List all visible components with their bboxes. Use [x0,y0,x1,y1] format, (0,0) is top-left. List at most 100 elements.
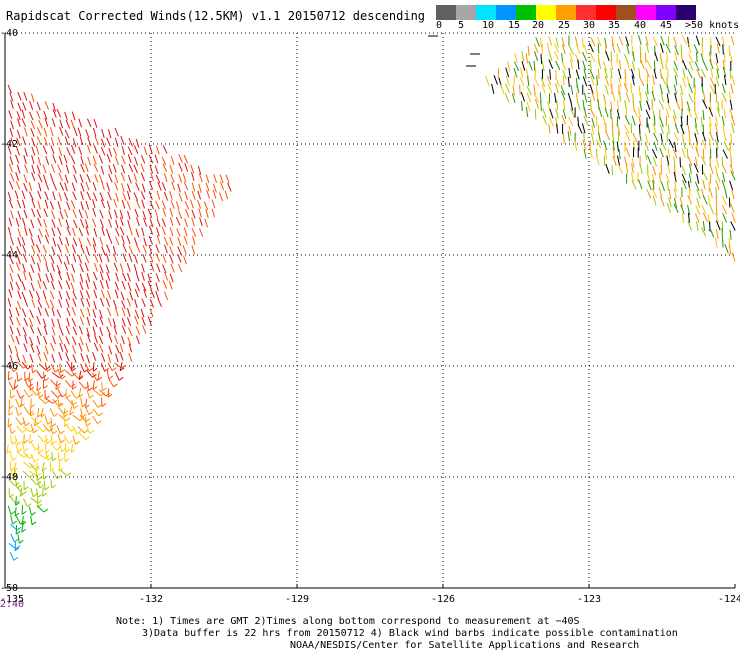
wind-barb [52,336,55,345]
wind-barb [9,345,12,354]
wind-barb [627,163,628,173]
wind-barb [667,84,669,94]
wind-barb [95,136,98,144]
wind-barb [53,191,56,200]
wind-barb [39,183,42,192]
wind-barb [66,291,69,299]
wind-barb [640,164,642,174]
wind-barb [661,43,664,53]
wind-barb [123,193,126,201]
wind-barb [701,117,702,127]
wind-barb [157,218,160,226]
wind-barb [37,136,41,144]
wind-barb [228,183,231,191]
wind-barb [199,174,202,183]
wind-barb [79,343,82,351]
wind-barb [60,127,63,135]
wind-barb [15,346,18,355]
wind-barb-flag [61,440,65,443]
wind-barb [183,173,186,182]
wind-barb [632,163,634,173]
wind-barb [87,174,91,182]
wind-barb [522,101,523,111]
wind-barb [100,280,103,289]
wind-barb [15,436,18,445]
wind-barb [169,281,172,290]
wind-barb [52,319,55,328]
scale-swatch [636,5,656,20]
wind-barb [107,201,110,210]
wind-barb [9,382,13,390]
wind-barb [717,173,720,182]
wind-barb-flag [89,388,93,391]
wind-barb [564,134,565,144]
wind-barb [142,317,145,325]
wind-barb [655,52,658,62]
wind-barb [653,196,656,206]
wind-barb [128,175,131,184]
wind-barb [170,246,173,254]
wind-barb [563,75,564,85]
wind-barb-flag [89,412,93,415]
wind-barb [618,69,621,79]
wind-barb [9,309,12,318]
wind-barb [212,209,214,218]
wind-barb [613,92,615,102]
scale-swatch [616,5,636,20]
wind-barb [527,93,531,102]
wind-barb [136,139,139,148]
wind-barb [225,191,228,200]
wind-barb [661,36,664,45]
wind-barb [122,235,125,244]
wind-barb [569,126,571,136]
wind-barb [603,141,607,150]
wind-barb [25,298,28,306]
wind-barb [136,200,140,208]
wind-barb [51,255,55,263]
wind-barb [633,51,635,61]
wind-barb-flag [48,457,52,460]
wind-barb [661,182,664,192]
wind-barb-flag [90,395,94,398]
wind-barb [16,418,22,425]
wind-barb [549,124,551,134]
wind-barb [37,210,41,218]
wind-barb [142,200,145,209]
wind-barb [24,128,27,137]
wind-barb [129,138,133,146]
wind-barb-flag [33,430,37,433]
wind-barb [682,148,685,158]
scale-swatch [436,5,456,20]
wind-barb [724,53,725,63]
wind-barb-flag [82,414,86,417]
wind-barb [66,353,69,361]
wind-barb-flag [38,495,42,498]
wind-barb [731,36,734,46]
wind-barb [704,62,708,71]
wind-barb [178,210,181,218]
wind-barb-flag [11,511,15,514]
wind-barb [164,237,168,245]
wind-barb [59,291,62,300]
wind-barb [618,100,619,110]
wind-barb [16,496,17,505]
wind-barb [688,221,692,230]
wind-barb [722,116,724,126]
wind-barb [57,309,61,317]
wind-barb [653,37,657,46]
wind-barb-flag [86,419,90,422]
wind-barb [51,343,55,351]
wind-barb [38,280,41,289]
wind-barb [675,124,678,134]
wind-barb [114,263,117,271]
wind-barb [72,318,76,326]
wind-barb [60,364,61,373]
wind-barb [109,346,112,355]
wind-barb-flag [62,394,66,397]
wind-barb [701,69,705,78]
wind-barb [38,435,44,442]
wind-barb [584,93,586,103]
wind-barb [11,100,14,109]
wind-barb [730,52,733,62]
wind-barb [85,255,89,263]
